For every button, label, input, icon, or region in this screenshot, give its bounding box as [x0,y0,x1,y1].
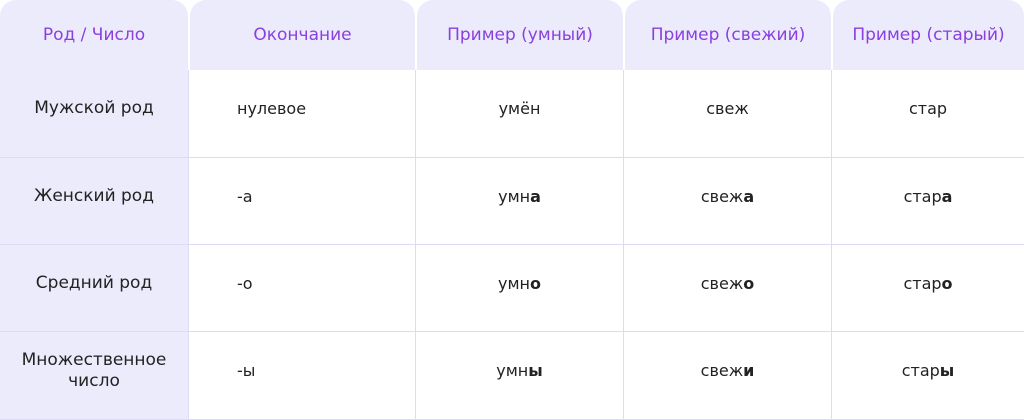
row-label: Множественное число [0,332,188,420]
example-stem: умён [498,99,541,118]
example-stem: свеж [706,99,749,118]
row-label: Женский род [0,158,188,245]
example-stem: умн [496,361,529,380]
example-ending: а [530,186,541,206]
example-stem: стар [903,186,942,206]
example-cell: умён [415,70,623,158]
row-label: Средний род [0,245,188,332]
example-cell: свеж и [623,332,831,420]
ending-cell: -о [188,245,415,332]
example-cell: стар [831,70,1024,158]
example-ending: ы [528,361,543,380]
column-header: Окончание [190,0,415,70]
example-stem: свеж [700,361,744,380]
column-header: Род / Число [0,0,188,70]
column-header: Пример (свежий) [625,0,831,70]
example-ending: о [743,273,755,293]
example-ending: а [941,186,953,206]
example-cell: свеж о [623,245,831,332]
example-stem: стар [901,361,940,380]
ending-cell: нулевое [188,70,415,158]
example-ending: о [530,273,541,293]
example-ending: а [743,186,755,206]
example-cell: умн а [415,158,623,245]
example-cell: стар а [831,158,1024,245]
example-cell: стар о [831,245,1024,332]
ending-cell: -ы [188,332,415,420]
example-cell: стар ы [831,332,1024,420]
example-ending: ы [939,361,955,380]
example-cell: свеж а [623,158,831,245]
example-stem: умн [498,273,530,293]
row-label: Мужской род [0,70,188,158]
example-stem: умн [498,186,531,206]
ending-cell: -а [188,158,415,245]
example-stem: стар [908,99,948,118]
example-cell: умн ы [415,332,623,420]
example-cell: умн о [415,245,623,332]
example-stem: свеж [700,186,744,206]
example-stem: стар [903,273,942,293]
column-header: Пример (умный) [417,0,623,70]
example-ending: о [941,273,953,293]
example-stem: свеж [700,273,744,293]
column-header: Пример (старый) [833,0,1024,70]
example-cell: свеж [623,70,831,158]
example-ending: и [743,361,755,380]
